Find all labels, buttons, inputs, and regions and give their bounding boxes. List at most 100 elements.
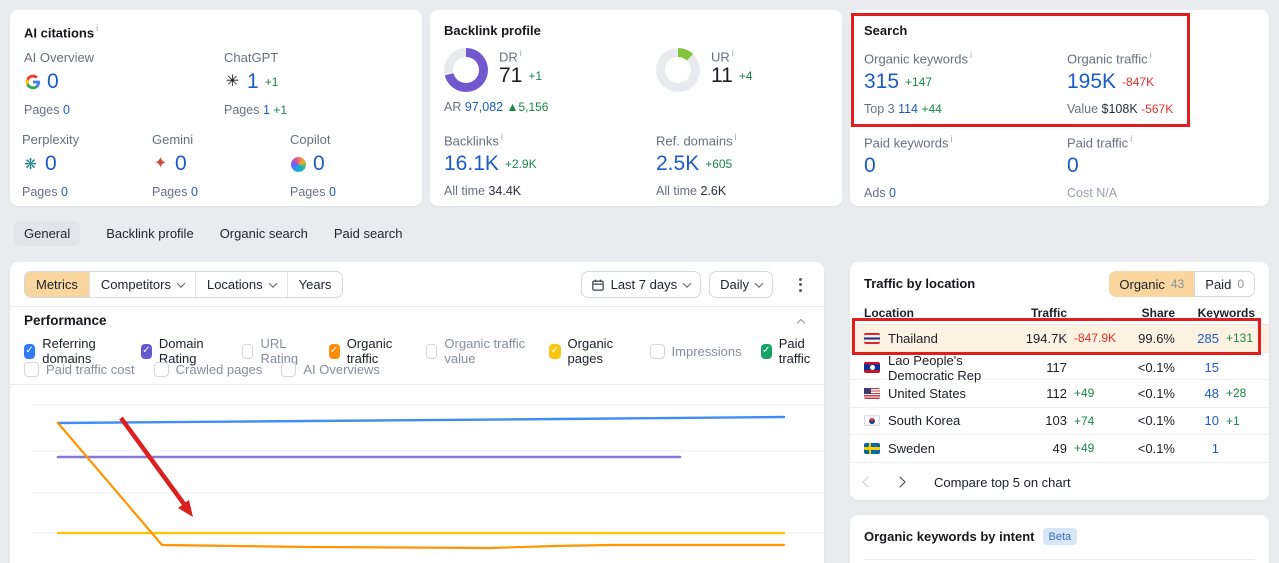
checkbox-paid-traffic[interactable]: ✓ Paid traffic [760, 336, 824, 366]
metric-checkbox-row-2: Paid traffic cost Crawled pages AI Overv… [24, 362, 380, 377]
date-range-button[interactable]: Last 7 days [580, 271, 702, 298]
tab-general[interactable]: General [14, 221, 81, 246]
table-row-laos[interactable]: Lao People's Democratic Rep 117 <0.1% 15 [850, 352, 1269, 383]
keywords-delta: +28 [1226, 386, 1247, 401]
ar-row: AR 97,082 ▲5,156 [444, 100, 548, 114]
metric-paid-keywords: Paid keywords i 0 Ads 0 [864, 134, 953, 200]
checkbox-ai-overviews[interactable]: AI Overviews [281, 362, 380, 377]
traffic-delta: +49 [1074, 386, 1095, 401]
info-icon[interactable]: i [950, 134, 953, 144]
table-row-thailand[interactable]: Thailand 194.7K -847.9K 99.6% 285 +131 [850, 325, 1269, 353]
metric-value[interactable]: 0 [45, 152, 57, 175]
checkbox-url-rating[interactable]: URL Rating [241, 336, 310, 366]
checkbox-organic-pages[interactable]: ✓ Organic pages [549, 336, 630, 366]
metrics-button[interactable]: Metrics [25, 272, 89, 297]
toggle-organic[interactable]: Organic 43 [1109, 271, 1195, 297]
location-name: Lao People's Democratic Rep [888, 352, 982, 383]
keywords-value[interactable]: 285 [1197, 330, 1219, 346]
locations-button[interactable]: Locations [194, 272, 287, 297]
section-tabs: General Backlink profile Organic search … [14, 221, 403, 246]
tab-paid-search[interactable]: Paid search [333, 226, 403, 241]
info-icon[interactable]: i [1149, 50, 1152, 60]
top3-value[interactable]: 114 [898, 102, 919, 117]
table-row-south-korea[interactable]: South Korea 103 +74 <0.1% 10 +1 [850, 408, 1269, 435]
years-button[interactable]: Years [286, 272, 343, 297]
date-range-label: Last 7 days [610, 277, 678, 292]
col-keywords: Keywords [1197, 306, 1255, 320]
ai-citations-card: AI citations i AI Overview 0 Pages 0 [10, 10, 422, 206]
table-row-united-states[interactable]: United States 112 +49 <0.1% 48 +28 [850, 380, 1269, 408]
checkbox-impressions[interactable]: Impressions [649, 343, 742, 359]
info-icon[interactable]: i [519, 48, 522, 58]
checkbox-organic-traffic-value[interactable]: Organic traffic value [425, 336, 531, 366]
chevron-down-icon [754, 278, 764, 288]
metric-value[interactable]: 0 [47, 70, 59, 93]
backlinks-value[interactable]: 16.1K [444, 152, 499, 176]
competitors-button[interactable]: Competitors [88, 272, 195, 297]
pages-value[interactable]: 0 [328, 185, 336, 199]
col-location: Location [864, 306, 914, 320]
pages-value[interactable]: 0 [60, 185, 68, 199]
info-icon[interactable]: i [1130, 134, 1133, 144]
table-row-sweden[interactable]: Sweden 49 +49 <0.1% 1 [850, 435, 1269, 463]
checkbox-box: ✓ [549, 343, 561, 359]
more-options-button[interactable] [793, 274, 808, 296]
keywords-value[interactable]: 15 [1204, 360, 1219, 375]
checkbox-box [24, 362, 39, 377]
info-icon[interactable]: i [731, 48, 734, 58]
location-name: United States [888, 385, 967, 401]
ads-value[interactable]: 0 [889, 186, 896, 201]
collapse-chevron-icon[interactable] [796, 318, 806, 328]
metric-value[interactable]: 0 [313, 152, 325, 175]
pages-label: Pages [24, 103, 60, 117]
col-traffic: Traffic [1030, 306, 1067, 320]
pages-label: Pages [224, 103, 260, 117]
info-icon[interactable]: i [96, 23, 99, 33]
checkbox-box [241, 343, 254, 359]
keywords-value[interactable]: 48 [1204, 385, 1219, 401]
keywords-value[interactable]: 1 [1211, 440, 1219, 456]
tab-backlink-profile[interactable]: Backlink profile [106, 226, 194, 241]
keywords-value[interactable]: 10 [1204, 413, 1219, 429]
traffic-delta: +49 [1074, 441, 1095, 456]
checkbox-organic-traffic[interactable]: ✓ Organic traffic [328, 336, 407, 366]
check-icon: ✓ [25, 345, 34, 356]
toggle-paid[interactable]: Paid 0 [1194, 271, 1255, 297]
next-page-button[interactable] [894, 476, 906, 488]
checkbox-paid-traffic-cost[interactable]: Paid traffic cost [24, 362, 135, 377]
checkbox-label: Paid traffic cost [46, 362, 135, 377]
paid-keywords-value[interactable]: 0 [864, 154, 876, 178]
checkbox-referring-domains[interactable]: ✓ Referring domains [24, 336, 122, 366]
granularity-button[interactable]: Daily [709, 271, 773, 298]
location-table-body: Thailand 194.7K -847.9K 99.6% 285 +131 L… [850, 325, 1269, 463]
alltime-label: All time [656, 184, 697, 199]
organic-traffic-value[interactable]: 195K [1067, 70, 1117, 94]
ref-domains-value[interactable]: 2.5K [656, 152, 700, 176]
metric-value[interactable]: 0 [175, 152, 187, 175]
share-value: <0.1% [1137, 385, 1175, 401]
checkbox-domain-rating[interactable]: ✓ Domain Rating [140, 336, 223, 366]
traffic-value: 112 [1046, 385, 1067, 401]
pages-value[interactable]: 1 [262, 103, 270, 117]
chevron-down-icon [682, 278, 692, 288]
paid-label: Paid [1205, 276, 1232, 292]
organic-keywords-value[interactable]: 315 [864, 70, 900, 94]
pages-value[interactable]: 0 [62, 103, 70, 117]
checkbox-box: ✓ [760, 343, 772, 359]
info-icon[interactable]: i [500, 132, 503, 142]
chevron-down-icon [268, 278, 277, 288]
info-icon[interactable]: i [734, 132, 737, 142]
ads-label: Ads [864, 186, 886, 201]
compare-top5-link[interactable]: Compare top 5 on chart [934, 474, 1071, 490]
checkbox-crawled-pages[interactable]: Crawled pages [153, 362, 262, 377]
paid-traffic-value[interactable]: 0 [1067, 154, 1079, 178]
prev-page-button[interactable] [862, 476, 874, 488]
organic-traffic-delta: -847K [1122, 75, 1155, 90]
metric-value[interactable]: 1 [247, 70, 259, 93]
performance-chart[interactable] [10, 390, 824, 563]
info-icon[interactable]: i [970, 50, 973, 60]
tab-organic-search[interactable]: Organic search [219, 226, 308, 241]
keywords-delta: +131 [1226, 331, 1254, 346]
ar-value[interactable]: 97,082 [464, 100, 504, 114]
pages-value[interactable]: 0 [190, 185, 198, 199]
